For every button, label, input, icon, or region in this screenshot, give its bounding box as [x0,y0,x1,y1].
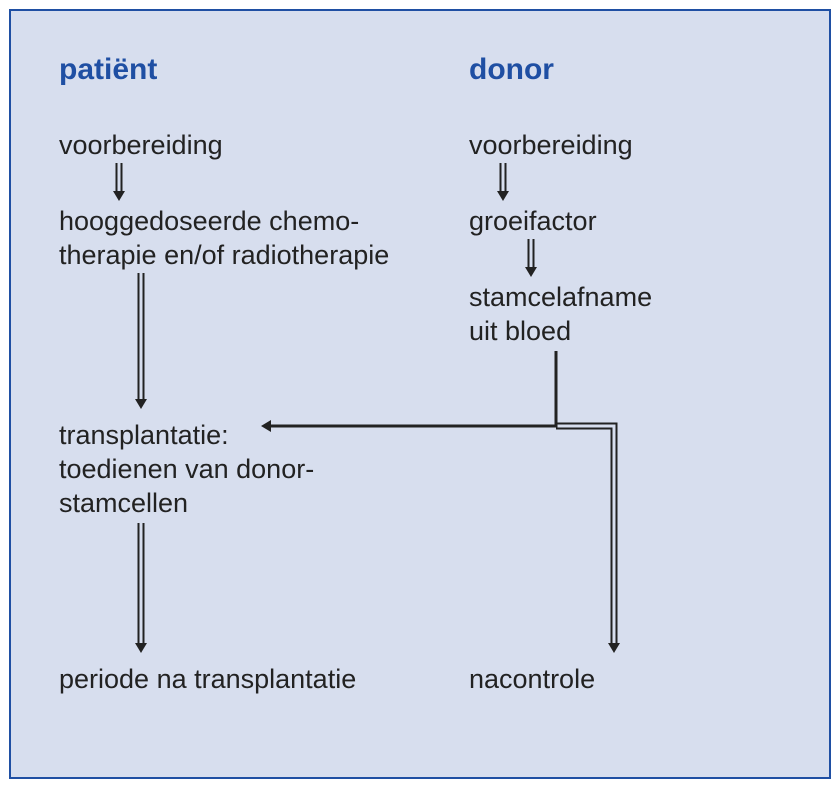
node-p4: periode na transplantatie [59,663,356,697]
node-p2: hooggedoseerde chemo-therapie en/of radi… [59,205,389,273]
node-h_donor: donor [469,51,554,89]
node-p3: transplantatie:toedienen van donor-stamc… [59,419,314,520]
node-d2: groeifactor [469,205,597,239]
node-p1: voorbereiding [59,129,223,163]
node-d3: stamcelafnameuit bloed [469,281,652,349]
node-d1: voorbereiding [469,129,633,163]
node-d4: nacontrole [469,663,595,697]
node-h_patient: patiënt [59,51,157,89]
flowchart-panel: patiënt donor voorbereiding hooggedoseerde … [9,9,831,779]
